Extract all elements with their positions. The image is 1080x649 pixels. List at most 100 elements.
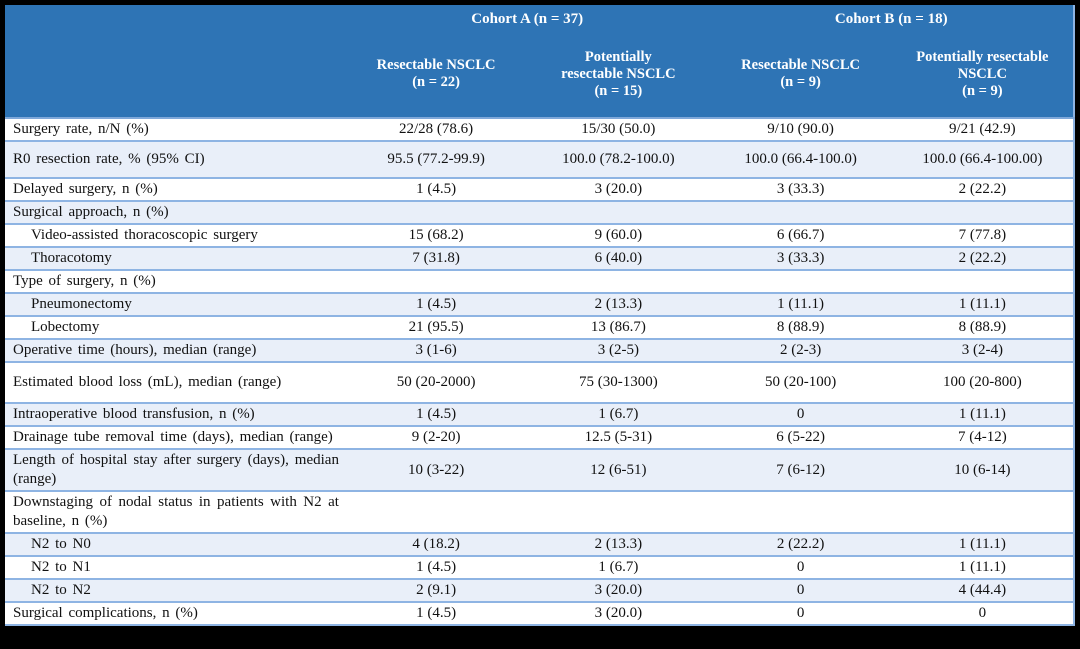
cell-value: 3 (33.3) — [776, 250, 825, 266]
column-header-label: Resectable NSCLC — [741, 57, 860, 73]
table-header: Cohort A (n = 37) Cohort B (n = 18) Rese… — [5, 5, 1074, 118]
cell-value — [345, 491, 527, 533]
row-label: N2 to N1 — [31, 559, 91, 575]
cell-value: 3 (20.0) — [594, 582, 643, 598]
cell-value: 0 — [796, 582, 805, 598]
table-row: N2 to N2 2 (9.1) 3 (20.0) 0 4 (44.4) — [5, 579, 1074, 602]
cell-value: 4 (18.2) — [412, 536, 460, 552]
row-label: Operative time (hours), median (range) — [13, 342, 257, 358]
cell-value: 13 (86.7) — [590, 319, 646, 335]
row-label: Video-assisted thoracoscopic surgery — [31, 227, 258, 243]
cell-value: 9 (60.0) — [594, 227, 643, 243]
cell-value: 22/28 (78.6) — [398, 121, 474, 137]
cell-value: 1 (4.5) — [416, 181, 457, 197]
cell-value — [527, 201, 709, 224]
section-header-row: Type of surgery, n (%) — [5, 270, 1074, 293]
column-header-label: Potentially resectable NSCLC — [916, 48, 1049, 82]
cell-value — [709, 491, 891, 533]
column-header-resectable-b: Resectable NSCLC (n = 9) — [709, 37, 892, 118]
column-header-row: Resectable NSCLC (n = 22) Potentially re… — [5, 37, 1074, 118]
column-header-resectable-a: Resectable NSCLC (n = 22) — [344, 37, 528, 118]
table-row: N2 to N1 1 (4.5) 1 (6.7) 0 1 (11.1) — [5, 556, 1074, 579]
cell-value — [709, 201, 891, 224]
cell-value: 2 (22.2) — [958, 181, 1007, 197]
row-label: N2 to N2 — [31, 582, 91, 598]
cell-value: 95.5 (77.2-99.9) — [387, 151, 485, 167]
cell-value: 2 (22.2) — [776, 536, 825, 552]
cell-value: 3 (1-6) — [415, 342, 457, 358]
cell-value: 3 (2-5) — [597, 342, 639, 358]
row-label: Surgical approach, n (%) — [13, 204, 169, 220]
cell-value: 1 (4.5) — [416, 605, 457, 621]
cell-value: 6 (66.7) — [776, 227, 825, 243]
cell-value: 1 (11.1) — [958, 406, 1006, 422]
cell-value: 7 (6-12) — [776, 461, 825, 478]
cell-value: 100 (20-800) — [942, 374, 1022, 390]
table-row: Thoracotomy 7 (31.8) 6 (40.0) 3 (33.3) 2… — [5, 247, 1074, 270]
table-row: Pneumonectomy 1 (4.5) 2 (13.3) 1 (11.1) … — [5, 293, 1074, 316]
cell-value: 4 (44.4) — [958, 582, 1007, 598]
cell-value: 2 (2-3) — [779, 342, 822, 358]
cell-value: 0 — [796, 559, 805, 575]
table-row: Surgical complications, n (%) 1 (4.5) 3 … — [5, 602, 1074, 625]
cell-value — [345, 201, 527, 224]
header-corner-cell — [5, 37, 345, 118]
cell-value — [345, 270, 527, 293]
cell-value: 6 (5-22) — [776, 429, 825, 445]
table-row: Drainage tube removal time (days), media… — [5, 426, 1074, 449]
cell-value: 9/21 (42.9) — [949, 121, 1016, 137]
cell-value: 100.0 (78.2-100.0) — [562, 151, 675, 167]
cell-value: 75 (30-1300) — [578, 374, 658, 390]
cell-value: 10 (3-22) — [407, 461, 465, 478]
row-label: Surgery rate, n/N (%) — [13, 121, 149, 137]
column-header-potentially-a: Potentially resectable NSCLC (n = 15) — [527, 37, 710, 118]
cell-value: 1 (4.5) — [416, 406, 457, 422]
cell-value: 9/10 (90.0) — [767, 121, 834, 137]
cell-value: 8 (88.9) — [776, 319, 825, 335]
cell-value — [527, 491, 709, 533]
row-label: Type of surgery, n (%) — [13, 273, 156, 289]
cell-value: 1 (6.7) — [598, 406, 639, 422]
cell-value: 21 (95.5) — [408, 319, 464, 335]
cell-value: 2 (13.3) — [594, 296, 643, 312]
cell-value: 1 (4.5) — [416, 559, 457, 575]
table-row: Delayed surgery, n (%) 1 (4.5) 3 (20.0) … — [5, 178, 1074, 201]
cell-value: 3 (2-4) — [961, 342, 1003, 358]
cell-value: 50 (20-2000) — [396, 374, 476, 390]
table-row: Operative time (hours), median (range) 3… — [5, 339, 1074, 362]
cell-value: 15/30 (50.0) — [581, 121, 656, 137]
cell-value: 15 (68.2) — [408, 227, 464, 243]
row-label: N2 to N0 — [31, 536, 91, 552]
row-label: Downstaging of nodal status in patients … — [13, 494, 339, 529]
cell-value — [892, 491, 1074, 533]
cell-value: 0 — [796, 605, 805, 621]
row-label: Surgical complications, n (%) — [13, 605, 198, 621]
cell-value: 3 (20.0) — [594, 605, 643, 621]
cell-value: 1 (11.1) — [777, 296, 825, 312]
section-header-row: Downstaging of nodal status in patients … — [5, 491, 1074, 533]
cell-value: 1 (11.1) — [958, 559, 1006, 575]
cell-value: 2 (9.1) — [416, 582, 457, 598]
row-label: Thoracotomy — [31, 250, 112, 266]
header-corner-cell — [5, 5, 345, 37]
cell-value: 7 (4-12) — [957, 429, 1007, 445]
cell-value — [892, 201, 1074, 224]
column-header-n: (n = 22) — [412, 74, 460, 90]
row-label: Length of hospital stay after surgery (d… — [13, 452, 339, 487]
column-header-n: (n = 15) — [594, 82, 643, 99]
cohort-a-header: Cohort A (n = 37) — [344, 5, 710, 37]
cell-value: 9 (2-20) — [411, 429, 461, 445]
cell-value: 3 (33.3) — [776, 181, 825, 197]
cell-value: 12.5 (5-31) — [584, 429, 653, 445]
column-header-label: Resectable NSCLC — [376, 57, 496, 73]
cell-value: 12 (6-51) — [590, 461, 647, 478]
cell-value: 1 (11.1) — [958, 536, 1006, 552]
table-row: Intraoperative blood transfusion, n (%) … — [5, 403, 1074, 426]
cell-value: 100.0 (66.4-100.00) — [922, 151, 1043, 167]
cohort-header-row: Cohort A (n = 37) Cohort B (n = 18) — [5, 5, 1074, 37]
row-label: R0 resection rate, % (95% CI) — [13, 151, 205, 167]
table-row: Lobectomy 21 (95.5) 13 (86.7) 8 (88.9) 8… — [5, 316, 1074, 339]
cell-value: 2 (22.2) — [958, 250, 1007, 266]
cell-value: 1 (11.1) — [958, 296, 1006, 312]
cell-value: 1 (6.7) — [598, 559, 639, 575]
